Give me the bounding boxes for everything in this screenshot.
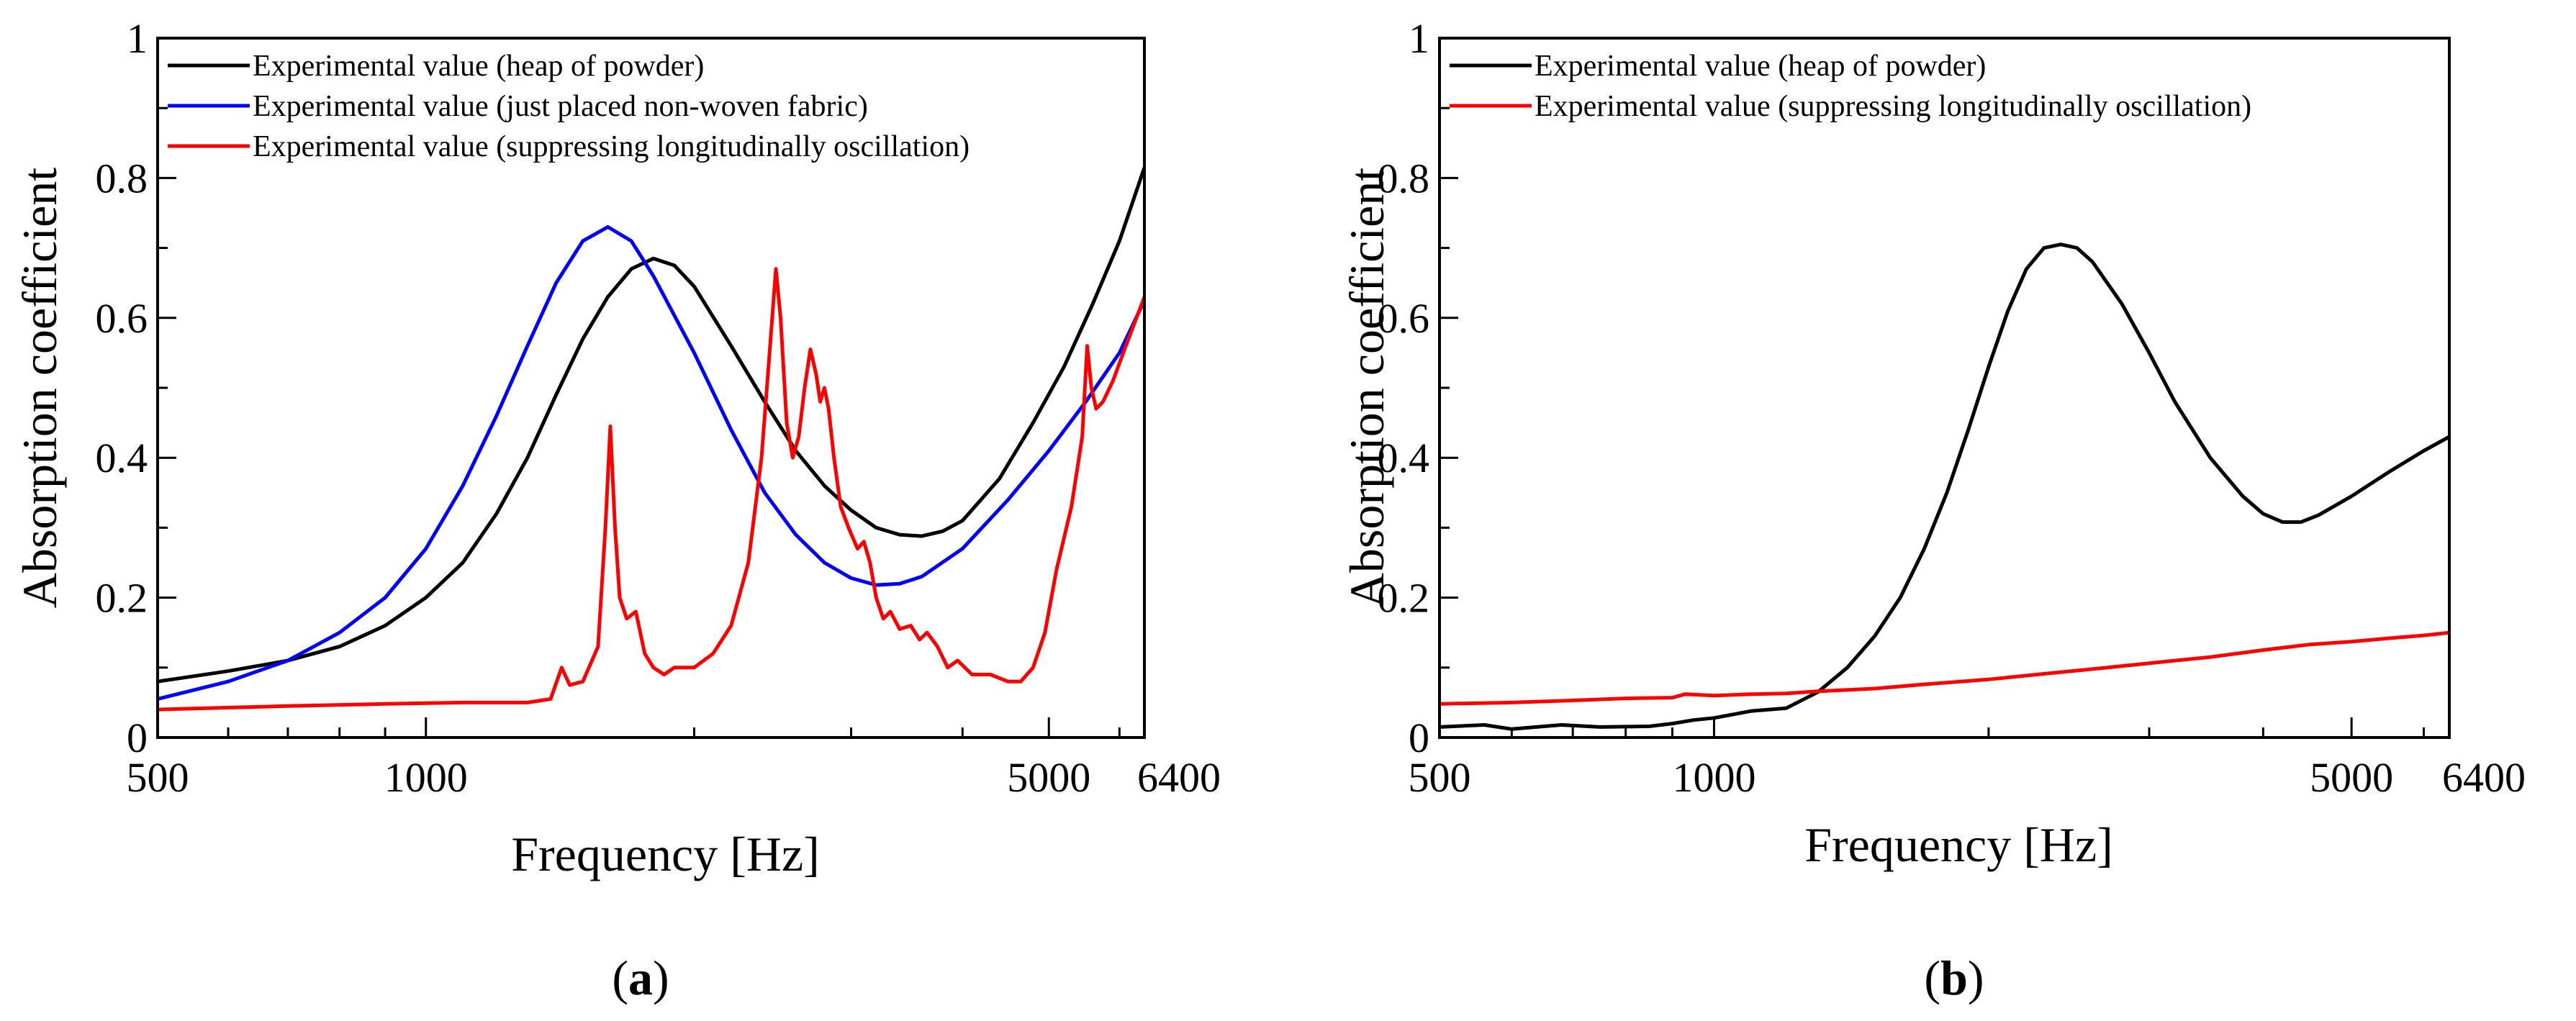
panel-b-series-layer: [1440, 242, 2449, 731]
panel-a-series-line-2: [158, 224, 1144, 701]
panel-b-label-open: (: [1924, 950, 1940, 1005]
panel-a-y-tick-label: 1: [127, 15, 148, 62]
panel-a-y-tick-label: 0.2: [96, 575, 148, 622]
panel-b-y-tick-label: 0.4: [1378, 435, 1430, 481]
panel-a-legend-label: Experimental value (suppressing longitud…: [253, 130, 970, 163]
panel-a-label-letter: a: [628, 950, 653, 1005]
panel-b-x-axis-title: Frequency [Hz]: [1804, 817, 2113, 872]
panel-a-label: (a): [612, 950, 669, 1005]
panel-a-y-axis-title: Absorption coefficient: [12, 168, 67, 609]
panel-b-plot-frame: [1438, 37, 2451, 739]
panel-b-x-tick-label: 5000: [2310, 754, 2393, 801]
panel-b-legend: Experimental value (heap of powder) Exper…: [1450, 50, 2251, 123]
panel-a-x-tick-label: 500: [127, 754, 189, 801]
panel-b-x-tick-label: 1000: [1672, 754, 1755, 801]
panel-a-y-tick-label: 0: [127, 714, 148, 761]
panel-b-ticks: 0 0.2 0.4 0.6 0.8 1 500 1000 5000 6400: [1378, 15, 2526, 801]
panel-b-x-tick-label: 6400: [2442, 754, 2526, 801]
panel-b-label: (b): [1924, 950, 1984, 1005]
panel-a-y-tick-label: 0.8: [96, 155, 148, 201]
panel-b-chart: 0 0.2 0.4 0.6 0.8 1 500 1000 5000 6400 Experiment…: [1339, 15, 2526, 1005]
panel-a-label-close: ): [653, 950, 669, 1005]
panel-a-x-tick-label: 1000: [384, 754, 468, 801]
panel-a-y-tick-label: 0.4: [96, 435, 148, 481]
panel-b-y-axis-title: Absorption coefficient: [1339, 168, 1394, 609]
panel-a-chart: 0 0.2 0.4 0.6 0.8 1 500 1000 5000 6400 Experiment…: [12, 15, 1221, 1005]
panel-a-series-layer: [158, 166, 1144, 712]
panel-b-y-tick-label: 0.2: [1378, 575, 1430, 622]
panel-b-y-tick-label: 0: [1409, 714, 1429, 761]
panel-a-series-line-1: [158, 166, 1144, 684]
panel-a-series-line-3: [158, 267, 1144, 712]
panel-b-y-tick-label: 0.8: [1378, 155, 1430, 201]
panel-a-legend: Experimental value (heap of powder) Exper…: [168, 50, 970, 163]
panel-b-x-tick-label: 500: [1409, 754, 1471, 801]
panel-b-legend-label: Experimental value (suppressing longitud…: [1535, 90, 2251, 123]
panel-a-legend-label: Experimental value (just placed non-wove…: [253, 90, 868, 123]
panel-b-y-tick-label: 0.6: [1378, 295, 1430, 342]
panel-b-series-line-2: [1440, 630, 2449, 706]
panel-a-x-tick-label: 6400: [1137, 754, 1221, 801]
panel-b-label-letter: b: [1940, 950, 1968, 1005]
panel-a-x-axis-title: Frequency [Hz]: [511, 827, 820, 881]
panel-b-label-close: ): [1968, 950, 1984, 1005]
panel-a-ticks: 0 0.2 0.4 0.6 0.8 1 500 1000 5000 6400: [96, 15, 1221, 801]
panel-a-legend-label: Experimental value (heap of powder): [253, 50, 704, 83]
panel-a-x-tick-label: 5000: [1007, 754, 1090, 801]
panel-b-series-line-1: [1440, 242, 2449, 731]
panel-a-y-tick-label: 0.6: [96, 295, 148, 342]
panel-b-legend-label: Experimental value (heap of powder): [1535, 50, 1986, 83]
panel-a-label-open: (: [612, 950, 628, 1005]
panel-b-y-tick-label: 1: [1409, 15, 1429, 62]
